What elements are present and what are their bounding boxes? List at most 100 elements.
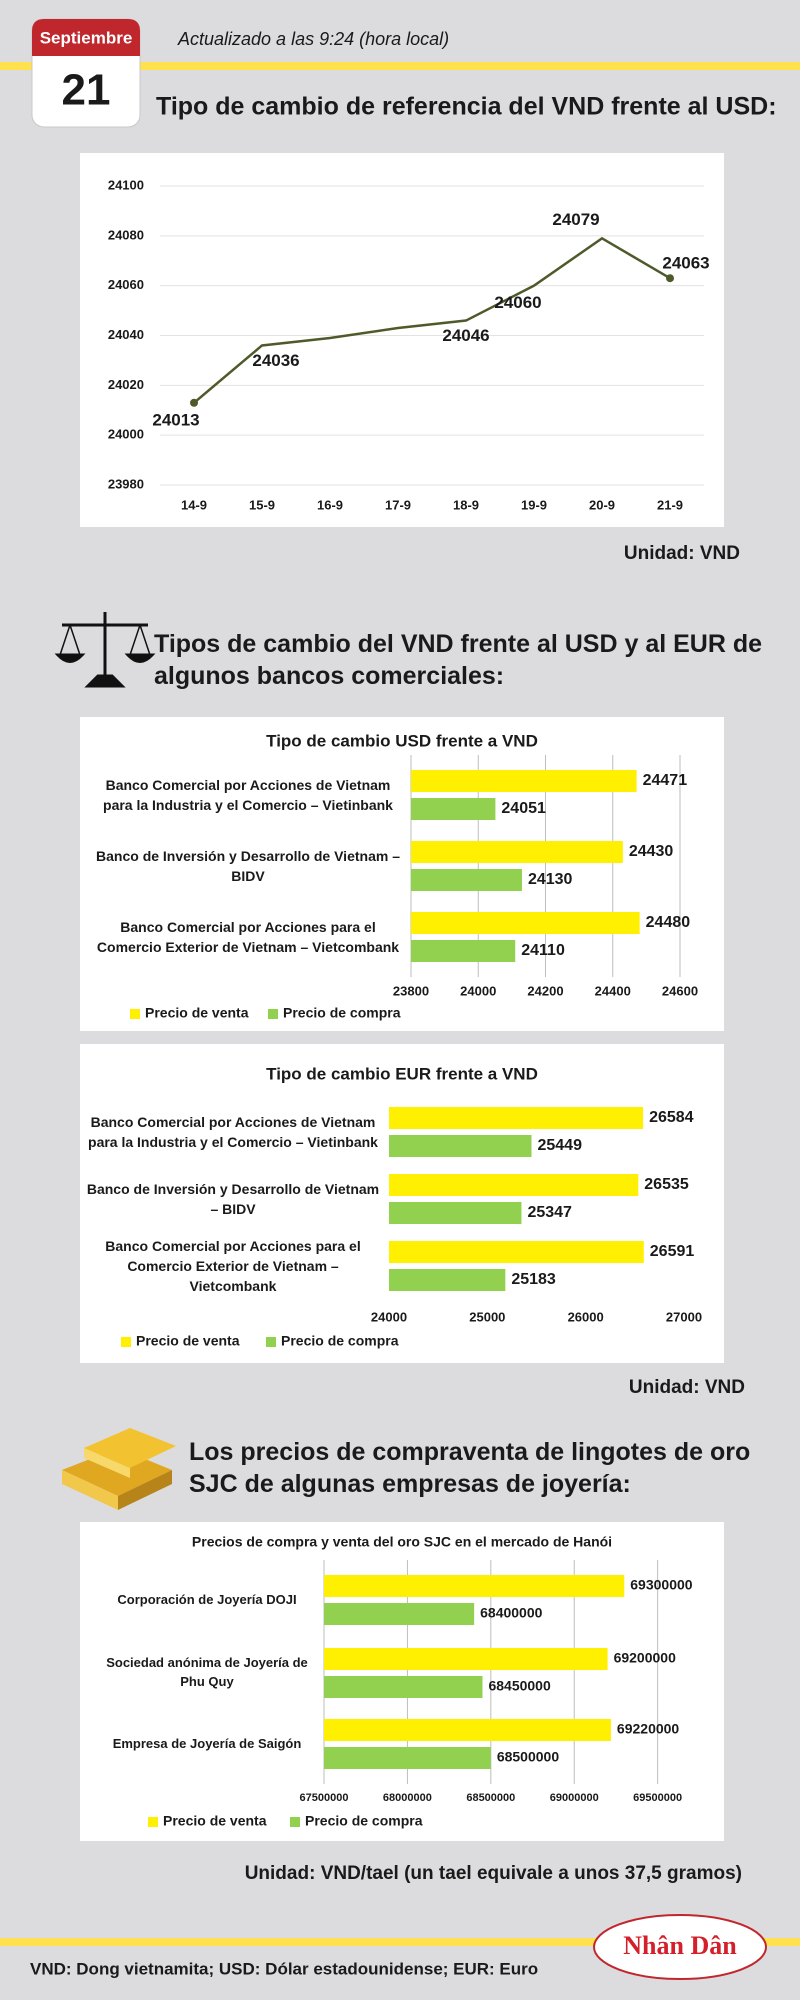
unit: Unidad: VND (624, 543, 740, 564)
bar (389, 1135, 532, 1157)
bar (389, 1269, 506, 1291)
footer-note: VND: Dong vietnamita; USD: Dólar estadou… (30, 1959, 538, 1978)
gold-icon (62, 1428, 176, 1510)
data-label: 25347 (527, 1204, 572, 1221)
bar (324, 1648, 608, 1670)
section-title: Los precios de compraventa de lingotes d… (189, 1438, 751, 1498)
legend-label: Precio de venta (145, 1005, 249, 1021)
category-label: Sociedad anónima de Joyería de Phu Quy (106, 1655, 308, 1689)
legend-swatch (266, 1337, 276, 1347)
month: Septiembre (40, 28, 133, 47)
data-label: 24051 (501, 800, 546, 817)
x-tick-label: 24200 (527, 983, 563, 998)
bar (324, 1747, 491, 1769)
category-label: Empresa de Joyería de Saigón (112, 1735, 302, 1751)
y-tick-label: 24040 (108, 327, 144, 342)
x-tick-label: 16-9 (317, 497, 343, 512)
section-title: Tipo de cambio de referencia del VND fre… (156, 93, 777, 121)
x-tick-label: 68500000 (466, 1792, 515, 1804)
data-label: 26591 (650, 1243, 695, 1260)
x-tick-label: 23800 (393, 983, 429, 998)
data-label: 24063 (662, 254, 709, 273)
data-label: 24480 (646, 914, 691, 931)
day: 21 (62, 66, 111, 115)
x-tick-label: 27000 (666, 1309, 702, 1324)
x-tick-label: 20-9 (589, 497, 615, 512)
bar (411, 798, 496, 820)
data-label: 69200000 (614, 1650, 677, 1666)
legend-swatch (130, 1009, 140, 1019)
bar (411, 940, 516, 962)
logo-badge (593, 1914, 767, 1980)
data-label: 24471 (643, 772, 688, 789)
x-tick-label: 21-9 (657, 497, 683, 512)
updated: Actualizado a las 9:24 (hora local) (177, 29, 449, 49)
x-tick-label: 67500000 (300, 1792, 349, 1804)
y-tick-label: 24060 (108, 277, 144, 292)
data-label: 69220000 (617, 1721, 680, 1737)
bar (389, 1241, 644, 1263)
legend-swatch (290, 1817, 300, 1827)
data-label: 25183 (511, 1271, 556, 1288)
y-tick-label: 24000 (108, 427, 144, 442)
legend-label: Precio de compra (305, 1813, 423, 1829)
point (666, 274, 674, 283)
bar (411, 770, 637, 792)
x-tick-label: 24000 (371, 1309, 407, 1324)
x-tick-label: 24000 (460, 983, 496, 998)
y-tick-label: 23980 (108, 476, 144, 491)
chart-title: Precios de compra y venta del oro SJC en… (192, 1534, 612, 1550)
data-label: 24079 (552, 210, 599, 229)
y-tick-label: 24080 (108, 227, 144, 242)
chart-panel (80, 717, 724, 1031)
y-tick-label: 24100 (108, 177, 144, 192)
text-box: Los precios de compraventa de lingotes d… (189, 1438, 751, 1498)
bar (411, 912, 640, 934)
x-tick-label: 17-9 (385, 497, 411, 512)
data-label: 24013 (152, 410, 199, 429)
x-tick-label: 69500000 (633, 1792, 682, 1804)
bar (411, 841, 623, 863)
text-box: Corporación de Joyería DOJI (117, 1591, 297, 1607)
bar (389, 1107, 644, 1129)
category-label: Banco de Inversión y Desarrollo de Vietn… (86, 1180, 380, 1217)
line (193, 236, 671, 404)
point (190, 398, 198, 407)
legend-swatch (148, 1817, 158, 1827)
logo: Nhân Dân (623, 1931, 737, 1960)
category-label: Banco Comercial por Acciones de Vietnam … (103, 776, 393, 813)
x-tick-label: 18-9 (453, 497, 479, 512)
x-tick-label: 24600 (662, 983, 698, 998)
data-label: 24130 (528, 871, 573, 888)
category-label: Corporación de Joyería DOJI (117, 1591, 297, 1607)
x-tick-label: 68000000 (383, 1792, 432, 1804)
text-box: Banco Comercial por Acciones de Vietnam … (88, 1113, 378, 1150)
data-label: 68450000 (488, 1678, 551, 1694)
category-label: Banco Comercial por Acciones para el Com… (105, 1237, 361, 1295)
bar (389, 1202, 522, 1224)
date-card-top (32, 19, 140, 56)
category-label: Banco de Inversión y Desarrollo de Vietn… (96, 847, 400, 884)
legend-label: Precio de venta (136, 1333, 240, 1349)
bottom-stripe (0, 1938, 800, 1946)
text-box: Banco Comercial por Acciones para el Com… (96, 918, 400, 955)
legend-label: Precio de compra (283, 1005, 401, 1021)
category-label: Banco Comercial por Acciones para el Com… (96, 918, 400, 955)
text-box: Tipos de cambio del VND frente al USD y … (154, 630, 762, 690)
x-tick-label: 25000 (469, 1309, 505, 1324)
chart-title: Tipo de cambio EUR frente a VND (266, 1064, 538, 1083)
data-label: 24060 (494, 293, 541, 312)
scale-icon (54, 612, 156, 688)
bar (324, 1603, 475, 1625)
x-tick-label: 19-9 (521, 497, 547, 512)
data-label: 24036 (252, 351, 299, 370)
bar (411, 869, 522, 891)
bar (389, 1174, 639, 1196)
category-label: Banco Comercial por Acciones de Vietnam … (88, 1113, 378, 1150)
text-box: Banco de Inversión y Desarrollo de Vietn… (96, 847, 400, 884)
legend-label: Precio de venta (163, 1813, 267, 1829)
data-label: 68400000 (480, 1605, 543, 1621)
data-label: 26584 (649, 1109, 694, 1126)
text-box: Sociedad anónima de Joyería de Phu Quy (106, 1655, 308, 1689)
